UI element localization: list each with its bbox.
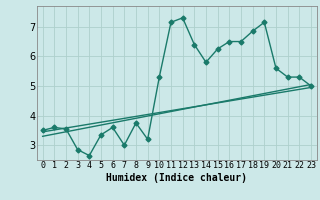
X-axis label: Humidex (Indice chaleur): Humidex (Indice chaleur) <box>106 173 247 183</box>
